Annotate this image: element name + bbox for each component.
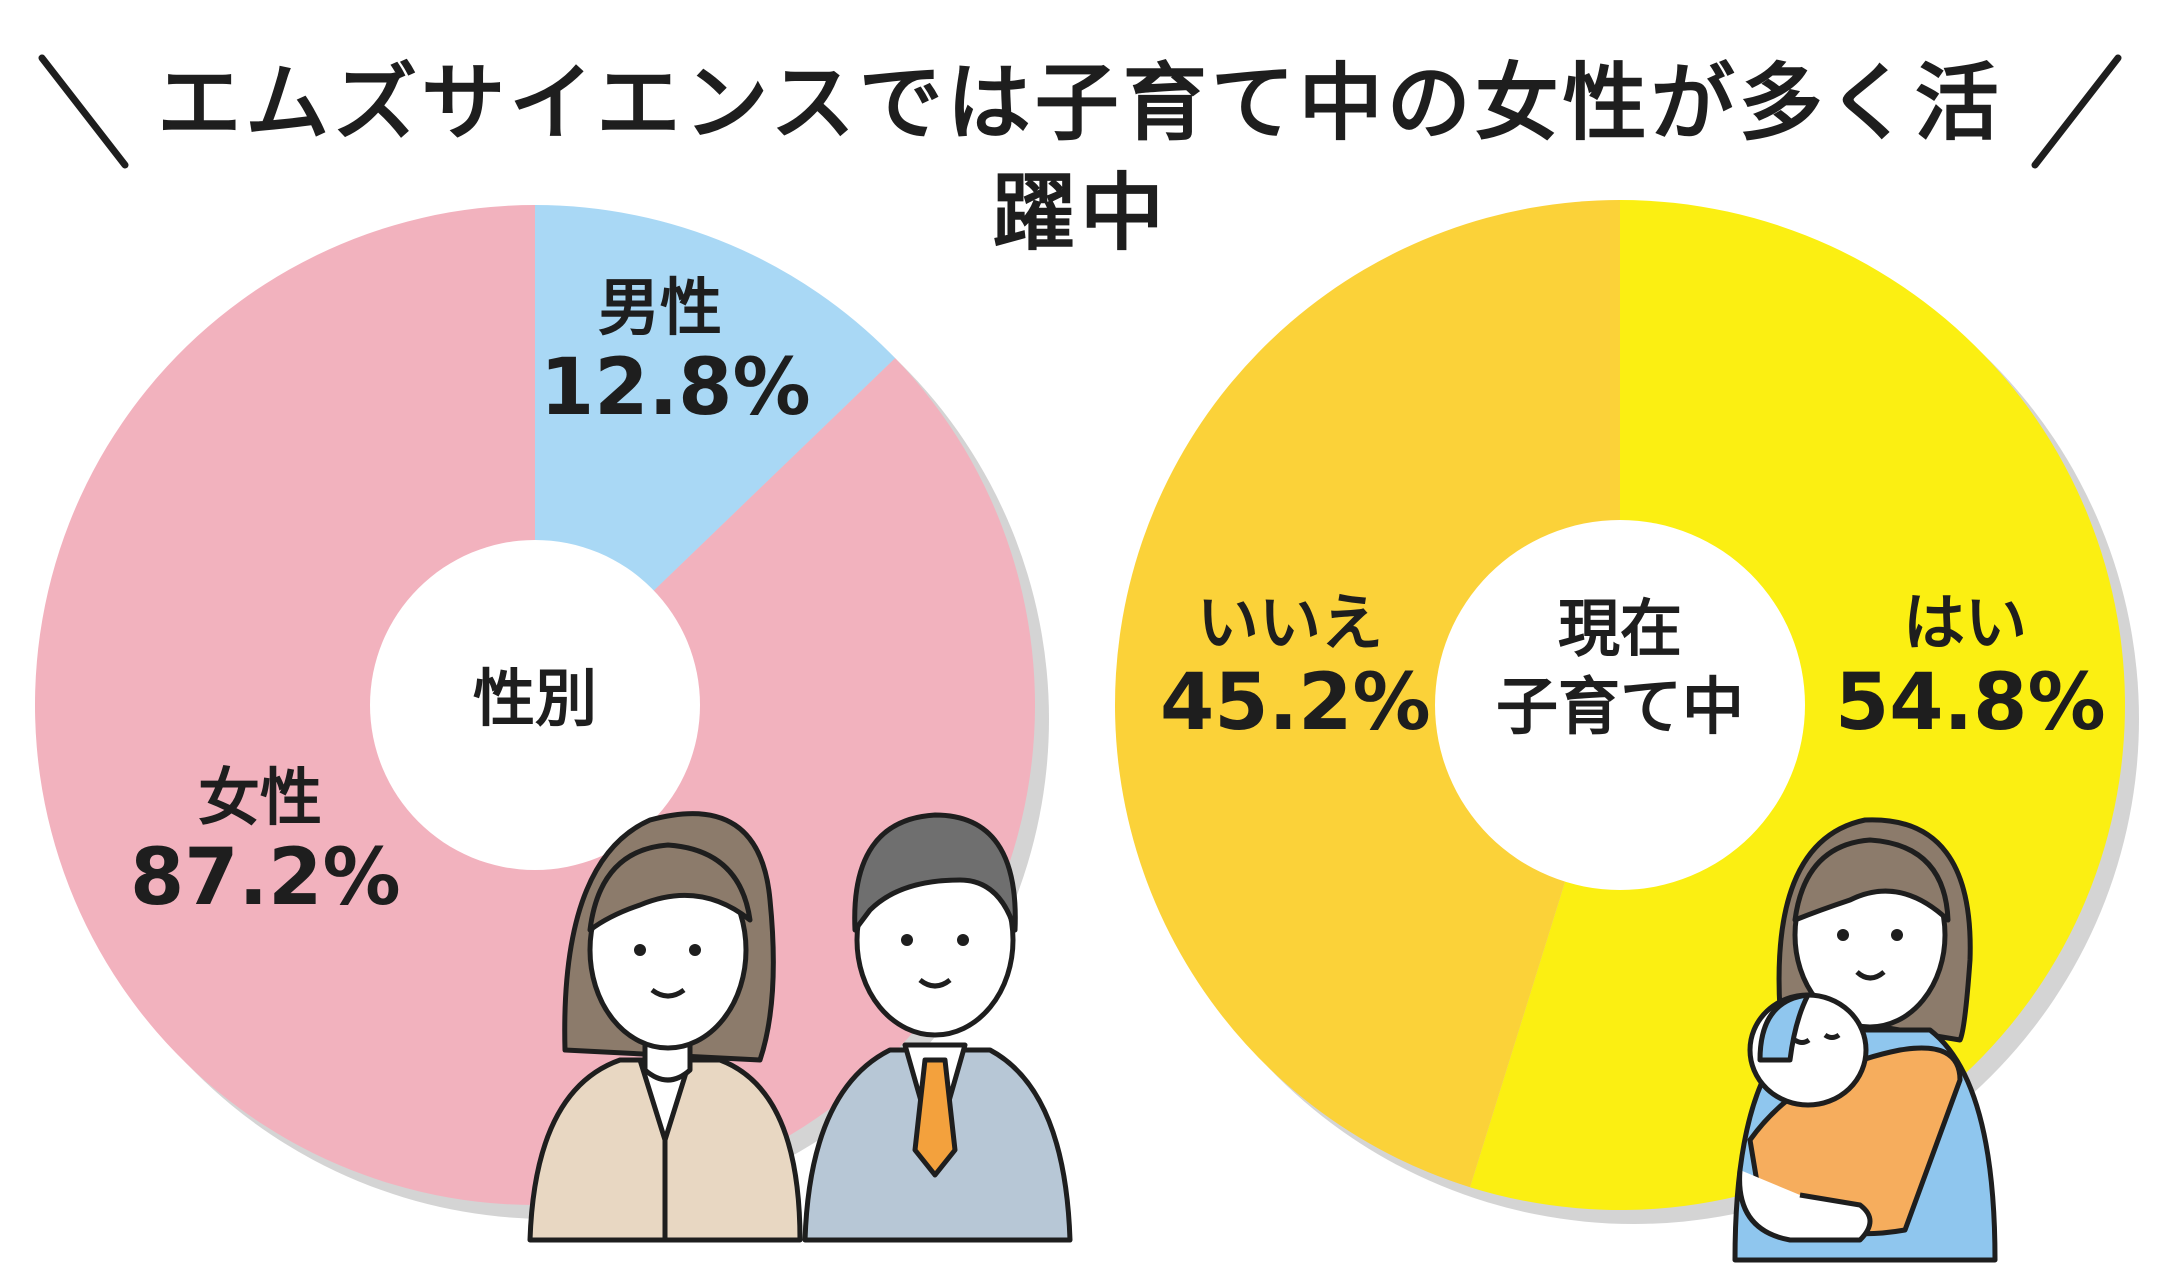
no-slice-value: 45.2% (1160, 658, 1431, 749)
male-slice-name: 男性 (597, 271, 722, 344)
woman-illustration (527, 811, 803, 1243)
childcare-center-hole (1435, 520, 1805, 890)
no-label: いいえ 45.2% (1160, 586, 1431, 749)
right-center-label: 現在 子育て中 (1470, 590, 1770, 745)
male-label: 男性 12.8% (540, 271, 811, 434)
page-title: エムズサイエンスでは子育て中の女性が多く活躍中 (157, 54, 2003, 262)
female-slice-name: 女性 (197, 761, 322, 834)
title-decoration (38, 54, 2122, 169)
mother-baby-illustration (1732, 817, 1998, 1263)
title-right-slash (2031, 54, 2122, 169)
title-left-slash (38, 54, 129, 169)
female-slice-value: 87.2% (130, 833, 401, 924)
right-center-line-1: 現在 (1557, 592, 1682, 665)
yes-label: はい 54.8% (1835, 586, 2106, 749)
gender-center-hole (370, 540, 700, 870)
left-center-label: 性別 (472, 662, 597, 735)
right-center-line-2: 子育て中 (1495, 669, 1744, 743)
childcare-slice-1 (1114, 200, 1620, 1188)
no-slice-name: いいえ (1196, 586, 1383, 659)
female-label: 女性 87.2% (130, 761, 401, 924)
male-slice-value: 12.8% (540, 343, 811, 434)
title-row: エムズサイエンスでは子育て中の女性が多く活躍中 (0, 30, 2162, 262)
man-illustration (802, 812, 1073, 1243)
yes-slice-value: 54.8% (1835, 658, 2106, 749)
yes-slice-name: はい (1902, 586, 2027, 659)
